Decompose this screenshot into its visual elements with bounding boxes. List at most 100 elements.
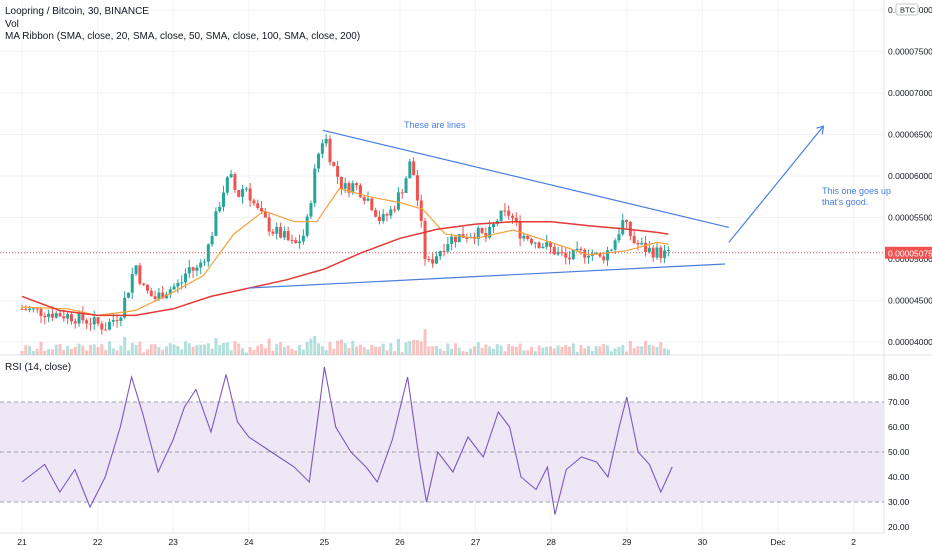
candle-body [50,313,54,318]
candle-body [47,313,51,318]
candle-body [537,242,541,249]
volume-bar [541,347,545,355]
volume-bar [628,340,632,355]
volume-bar [313,335,317,355]
rsi-axis-label: 70.00 [888,397,910,407]
volume-bar [510,346,514,355]
rsi-axis-label: 40.00 [888,472,910,482]
volume-bar [484,344,488,355]
volume-bar [381,343,385,355]
volume-bar [317,343,321,355]
volume-bar [54,344,58,355]
volume-bar [659,342,663,355]
rsi-legend[interactable]: RSI (14, close) [5,362,72,373]
ma-fast-line [21,187,669,317]
candle-body [115,320,119,322]
volume-bar [647,344,651,355]
candle-body [66,314,70,319]
volume-bar [393,351,397,355]
volume-bar [241,348,245,355]
volume-bar [214,337,218,355]
candle-body [168,289,172,295]
volume-legend[interactable]: Vol [5,19,19,30]
candle-body [457,234,461,243]
volume-bar [161,349,165,355]
volume-bar [180,349,184,355]
candle-body [666,250,670,252]
candle-body [564,253,568,258]
volume-bar [203,344,207,355]
candle-body [484,233,488,238]
volume-bar [377,346,381,355]
candle-body [267,217,271,232]
volume-bar [453,343,457,355]
candle-body [647,247,651,252]
candle-body [431,259,435,264]
volume-bar [423,329,427,355]
volume-bar [564,345,568,355]
candle-body [134,265,138,275]
candle-body [214,211,218,236]
ma-ribbon-legend[interactable]: MA Ribbon (SMA, close, 20, SMA, close, 5… [5,31,361,42]
candle-body [412,161,416,176]
candle-body [233,174,237,190]
time-axis-label: 24 [244,537,254,547]
candle-body [324,138,328,144]
volume-bar [480,347,484,355]
trendline-upper[interactable] [322,129,729,229]
volume-bar [183,341,187,355]
candle-body [183,273,187,283]
candle-body [625,220,629,222]
candle-body [491,223,495,228]
time-axis-label: 29 [622,537,632,547]
candle-body [85,320,89,324]
candle-body [332,162,336,166]
volume-bar [263,348,267,355]
trendline-lower[interactable] [248,263,726,289]
candle-body [358,185,362,198]
volume-bar [594,346,598,355]
candle-body [282,231,286,238]
candle-body [104,329,108,331]
candle-body [142,283,146,285]
volume-bar [164,346,168,355]
volume-bar [556,345,560,355]
volume-bar [545,346,549,355]
candle-body [594,252,598,254]
volume-bar [195,345,199,355]
volume-bar [336,340,340,355]
time-axis-label: 27 [471,537,481,547]
candle-body [568,257,572,260]
volume-bar [400,352,404,355]
candle-body [279,227,283,238]
candle-body [96,317,100,324]
candle-body [203,261,207,263]
volume-bar [533,351,537,355]
candle-body [164,294,168,299]
volume-bar [583,348,587,355]
volume-bar [651,345,655,355]
volume-bar [396,338,400,355]
trendline-arrow[interactable] [728,125,824,243]
candle-body [336,165,340,177]
volume-bar [58,344,62,355]
candle-body [427,258,431,260]
candle-body [571,250,575,260]
volume-bar [73,346,77,355]
candle-body [510,215,514,218]
candle-body [598,252,602,257]
candle-body [522,235,526,239]
symbol-legend[interactable]: Loopring / Bitcoin, 30, BINANCE [5,6,149,17]
candle-body [39,308,43,316]
volume-bar [320,346,324,355]
currency-badge[interactable] [895,3,919,16]
volume-bar [96,347,100,355]
candle-body [210,235,214,245]
candle-body [145,284,149,291]
candle-body [374,210,378,217]
candle-body [126,292,130,298]
price-axis-label: 0.00005000 [888,254,932,264]
volume-bar [222,342,226,355]
candle-body [552,246,556,255]
